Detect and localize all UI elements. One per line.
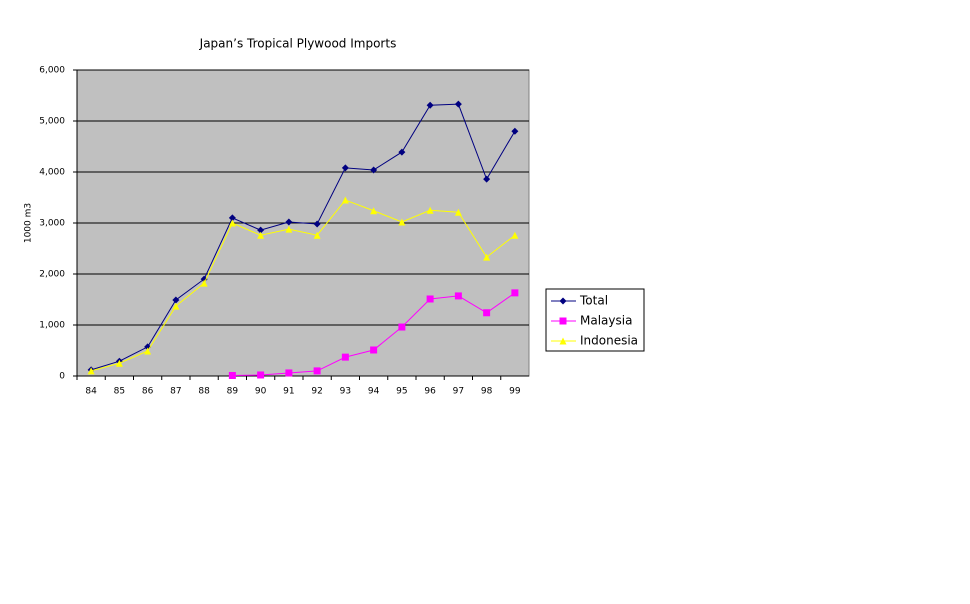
marker [313, 220, 321, 228]
marker [200, 279, 208, 287]
marker [398, 218, 406, 226]
marker [87, 367, 95, 375]
marker [426, 295, 434, 303]
marker [370, 166, 378, 174]
x-tick-label: 91 [283, 387, 294, 397]
marker [426, 206, 434, 214]
marker [454, 292, 462, 300]
marker [115, 359, 123, 367]
marker [511, 127, 519, 135]
x-tick-label: 89 [227, 387, 239, 397]
series-line [90, 103, 516, 371]
marker [257, 371, 265, 379]
marker [454, 100, 462, 108]
y-tick-label: 4,000 [39, 168, 65, 178]
x-tick-label: 98 [481, 387, 493, 397]
marker [228, 371, 236, 379]
marker [200, 275, 208, 283]
marker [483, 175, 491, 183]
marker [370, 346, 378, 354]
marker [285, 225, 293, 233]
marker [285, 369, 293, 377]
x-tick-label: 94 [368, 387, 380, 397]
marker [370, 207, 378, 215]
marker [172, 302, 180, 310]
legend-label: Malaysia [580, 314, 632, 328]
marker [172, 296, 180, 304]
x-tick-label: 93 [340, 387, 351, 397]
x-tick-label: 88 [198, 387, 210, 397]
legend-marker [559, 297, 567, 305]
x-tick-label: 90 [255, 387, 267, 397]
marker [511, 231, 519, 239]
marker [257, 226, 265, 234]
y-tick-label: 3,000 [39, 219, 65, 229]
marker [483, 309, 491, 317]
legend-marker [559, 337, 567, 345]
y-tick-label: 2,000 [39, 270, 65, 280]
x-tick-label: 96 [424, 387, 436, 397]
x-tick-label: 84 [85, 387, 97, 397]
x-tick-label: 97 [453, 387, 464, 397]
legend-label: Indonesia [580, 334, 638, 348]
x-tick-label: 92 [311, 387, 322, 397]
x-tick-label: 85 [114, 387, 125, 397]
chart-title: Japan’s Tropical Plywood Imports [199, 37, 397, 51]
marker [483, 253, 491, 261]
marker [398, 323, 406, 331]
series-line [90, 199, 516, 372]
x-tick-label: 87 [170, 387, 181, 397]
legend-marker [559, 317, 567, 325]
x-tick-label: 86 [142, 387, 154, 397]
marker [454, 208, 462, 216]
marker [398, 148, 406, 156]
y-tick-label: 0 [59, 372, 65, 382]
y-tick-label: 5,000 [39, 117, 65, 127]
y-tick-label: 6,000 [39, 66, 65, 76]
y-tick-label: 1,000 [39, 321, 65, 331]
legend-label: Total [579, 294, 608, 308]
marker [285, 218, 293, 226]
marker [426, 101, 434, 109]
marker [341, 164, 349, 172]
marker [228, 219, 236, 227]
marker [257, 231, 265, 239]
marker [341, 196, 349, 204]
marker [228, 214, 236, 222]
y-axis-label: 1000 m3 [24, 203, 34, 243]
marker [313, 367, 321, 375]
marker [341, 353, 349, 361]
marker [313, 231, 321, 239]
marker [511, 289, 519, 297]
x-tick-label: 99 [509, 387, 521, 397]
x-tick-label: 95 [396, 387, 407, 397]
marker [144, 347, 152, 355]
